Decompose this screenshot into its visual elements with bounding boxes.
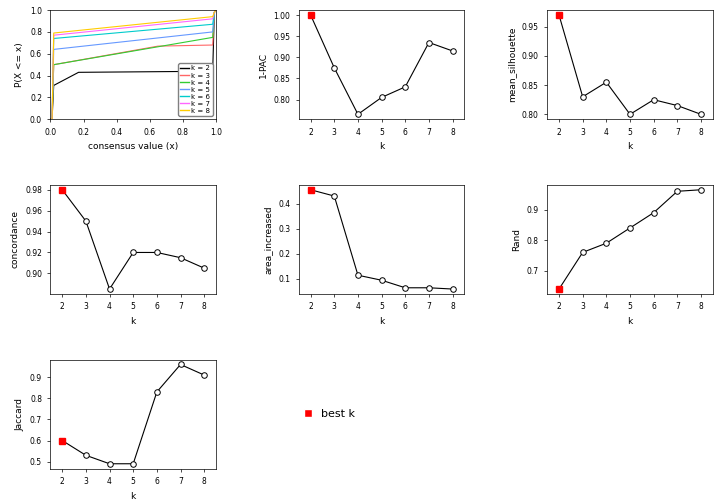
- X-axis label: k: k: [627, 317, 633, 326]
- X-axis label: k: k: [130, 491, 136, 500]
- Y-axis label: Jaccard: Jaccard: [15, 398, 24, 430]
- Y-axis label: area_increased: area_increased: [264, 205, 273, 274]
- X-axis label: k: k: [130, 317, 136, 326]
- X-axis label: k: k: [627, 142, 633, 151]
- Y-axis label: mean_silhouette: mean_silhouette: [508, 27, 516, 102]
- Legend: k = 2, k = 3, k = 4, k = 5, k = 6, k = 7, k = 8: k = 2, k = 3, k = 4, k = 5, k = 6, k = 7…: [179, 64, 212, 116]
- X-axis label: k: k: [379, 317, 384, 326]
- Y-axis label: concordance: concordance: [11, 210, 19, 269]
- Y-axis label: Rand: Rand: [512, 228, 521, 251]
- Y-axis label: 1-PAC: 1-PAC: [259, 52, 268, 78]
- X-axis label: k: k: [379, 142, 384, 151]
- Y-axis label: P(X <= x): P(X <= x): [15, 42, 24, 87]
- Legend: best k: best k: [299, 405, 359, 423]
- X-axis label: consensus value (x): consensus value (x): [88, 142, 179, 151]
